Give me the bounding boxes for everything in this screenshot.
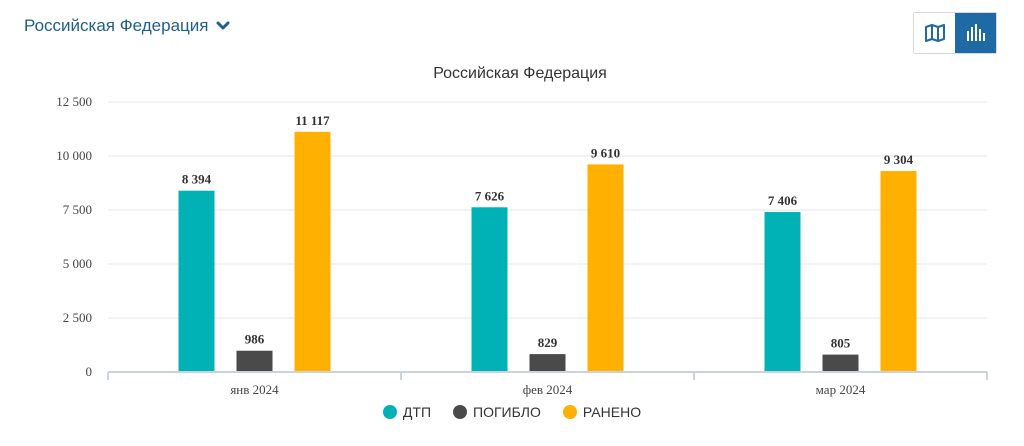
data-label: 829: [538, 335, 558, 350]
y-tick-label: 2 500: [63, 310, 92, 325]
x-tick-label: фев 2024: [523, 382, 573, 397]
view-toggle: [913, 12, 997, 54]
map-view-button[interactable]: [914, 13, 955, 53]
bar[interactable]: [880, 171, 917, 372]
data-label: 986: [245, 332, 265, 347]
legend-dot-icon: [382, 405, 397, 419]
bar[interactable]: [529, 354, 566, 372]
chart-view-button[interactable]: [955, 13, 996, 53]
region-selector-label: Российская Федерация: [24, 16, 209, 35]
bar[interactable]: [236, 350, 273, 372]
legend-label: ДТП: [402, 404, 432, 420]
bar[interactable]: [822, 354, 859, 372]
data-label: 9 304: [884, 152, 914, 167]
x-tick-label: янв 2024: [230, 382, 279, 397]
legend-item[interactable]: ПОГИБЛО: [453, 404, 541, 420]
y-tick-label: 5 000: [63, 256, 92, 271]
y-tick-label: 0: [86, 364, 93, 379]
x-tick-label: мар 2024: [816, 382, 866, 397]
bar-chart: Российская Федерация 8 394 986 11 117 7 626…: [56, 65, 988, 397]
y-tick-label: 12 500: [56, 94, 92, 109]
data-label: 8 394: [182, 172, 212, 187]
chart-title: Российская Федерация: [433, 65, 607, 82]
y-tick-label: 10 000: [56, 148, 92, 163]
data-label: 805: [831, 336, 851, 351]
data-label: 9 610: [591, 145, 620, 160]
bar[interactable]: [294, 131, 331, 372]
data-label: 7 626: [475, 188, 505, 203]
bar[interactable]: [471, 207, 508, 372]
region-selector[interactable]: Российская Федерация: [24, 16, 230, 36]
map-icon: [924, 24, 945, 42]
data-label: 11 117: [295, 113, 330, 128]
legend-item[interactable]: ДТП: [382, 404, 432, 420]
legend-dot-icon: [453, 405, 468, 419]
legend-label: ПОГИБЛО: [473, 404, 541, 420]
legend: ДТП ПОГИБЛО РАНЕНО: [0, 404, 1024, 420]
legend-dot-icon: [562, 405, 577, 419]
chevron-down-icon: [216, 21, 230, 30]
legend-item[interactable]: РАНЕНО: [562, 404, 642, 420]
bar[interactable]: [178, 190, 215, 372]
bar-chart-icon: [966, 24, 985, 41]
y-tick-label: 7 500: [63, 202, 92, 217]
data-label: 7 406: [768, 193, 798, 208]
bar[interactable]: [587, 164, 624, 372]
bar[interactable]: [764, 212, 801, 372]
legend-label: РАНЕНО: [582, 404, 642, 420]
